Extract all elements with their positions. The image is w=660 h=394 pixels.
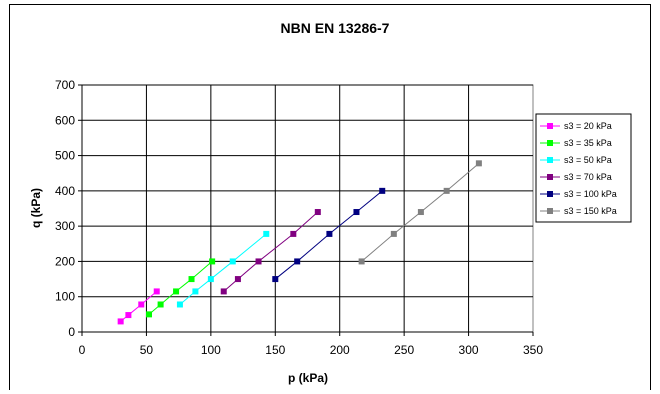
series-1: [146, 258, 216, 318]
data-point: [417, 209, 424, 216]
x-tick-label: 250: [394, 343, 414, 357]
series-line: [120, 291, 158, 322]
series-5: [358, 160, 482, 265]
data-point: [314, 209, 321, 216]
data-point: [358, 258, 365, 265]
chart-frame: [9, 4, 651, 390]
y-tick-label: 200: [55, 254, 75, 268]
x-axis-label: p (kPa): [288, 371, 328, 385]
legend-marker: [547, 208, 553, 214]
series-0: [117, 288, 160, 325]
legend-label: s3 = 70 kPa: [564, 172, 612, 182]
data-point: [390, 230, 397, 237]
y-tick-label: 0: [68, 325, 75, 339]
data-point: [475, 160, 482, 167]
y-tick-label: 600: [55, 113, 75, 127]
data-point: [117, 318, 124, 325]
series-3: [220, 209, 321, 295]
data-point: [379, 187, 386, 194]
data-point: [125, 312, 132, 319]
legend-marker: [547, 123, 553, 129]
legend-label: s3 = 35 kPa: [564, 138, 612, 148]
legend-box: [535, 113, 632, 223]
data-point: [153, 288, 160, 295]
data-point: [263, 230, 270, 237]
data-point: [146, 311, 153, 318]
y-tick-label: 500: [55, 149, 75, 163]
series-layer: [117, 160, 482, 325]
series-4: [272, 187, 386, 283]
data-point: [272, 276, 279, 283]
legend-marker: [547, 174, 553, 180]
data-point: [173, 288, 180, 295]
data-point: [229, 258, 236, 265]
data-point: [443, 187, 450, 194]
legend-marker: [547, 140, 553, 146]
data-point: [220, 288, 227, 295]
data-point: [294, 258, 301, 265]
data-point: [207, 276, 214, 283]
legend-label: s3 = 50 kPa: [564, 155, 612, 165]
data-point: [209, 258, 216, 265]
data-point: [290, 230, 297, 237]
legend-label: s3 = 20 kPa: [564, 121, 612, 131]
plot-area: [81, 84, 534, 333]
data-point: [176, 301, 183, 308]
data-point: [192, 288, 199, 295]
legend-label: s3 = 150 kPa: [564, 206, 617, 216]
series-2: [176, 230, 270, 308]
y-axis-ticks: 0 100 200 300 400 500 600 700: [55, 78, 82, 339]
data-point: [326, 230, 333, 237]
y-tick-label: 700: [55, 78, 75, 92]
x-tick-label: 300: [459, 343, 479, 357]
legend-marker: [547, 157, 553, 163]
x-tick-label: 350: [523, 343, 543, 357]
y-tick-label: 400: [55, 184, 75, 198]
x-tick-label: 150: [265, 343, 285, 357]
chart-title: NBN EN 13286-7: [281, 20, 390, 36]
y-tick-label: 100: [55, 290, 75, 304]
x-tick-label: 200: [330, 343, 350, 357]
y-tick-label: 300: [55, 219, 75, 233]
data-point: [353, 209, 360, 216]
legend-marker: [547, 191, 553, 197]
data-point: [234, 276, 241, 283]
legend: s3 = 20 kPa s3 = 35 kPa s3 = 50 kPa s3 = 70…: [535, 113, 632, 223]
data-point: [188, 276, 195, 283]
gridlines: [81, 84, 533, 333]
data-point: [157, 301, 164, 308]
x-tick-label: 0: [79, 343, 86, 357]
x-tick-label: 50: [140, 343, 154, 357]
legend-label: s3 = 100 kPa: [564, 189, 617, 199]
data-point: [255, 258, 262, 265]
x-axis-ticks: 0 50 100 150 200 250 300 350: [79, 332, 543, 357]
data-point: [138, 301, 145, 308]
y-axis-label: q (kPa): [29, 188, 43, 228]
x-tick-label: 100: [201, 343, 221, 357]
